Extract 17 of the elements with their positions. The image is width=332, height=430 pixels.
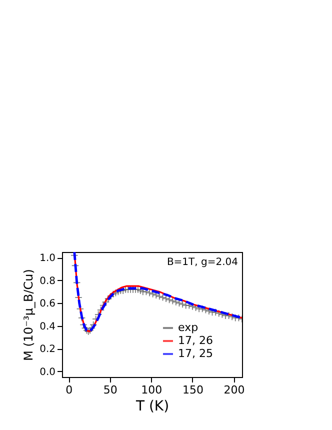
x-tick-label: 50 <box>103 384 118 396</box>
annotation: B=1T, g=2.04 <box>166 257 238 268</box>
y-axis-title: M (10⁻³μ_B/Cu) <box>22 269 36 361</box>
legend-label: 17, 26 <box>178 334 213 347</box>
x-tick-label: 100 <box>141 384 162 396</box>
x-axis-title: T (K) <box>134 398 170 414</box>
y-tick-label: 0.8 <box>40 276 56 287</box>
y-tick-label: 0.2 <box>40 344 56 356</box>
legend-label: 17, 25 <box>178 347 213 360</box>
y-tick-label: 1.0 <box>40 253 56 264</box>
legend-label: exp <box>178 321 198 334</box>
x-tick-label: 0 <box>66 384 73 396</box>
y-tick-label: 0.4 <box>40 321 56 332</box>
x-tick-label: 200 <box>224 384 245 396</box>
y-tick-label: 0.0 <box>40 366 56 378</box>
y-tick-label: 0.6 <box>40 298 56 310</box>
x-tick-label: 150 <box>182 384 204 396</box>
